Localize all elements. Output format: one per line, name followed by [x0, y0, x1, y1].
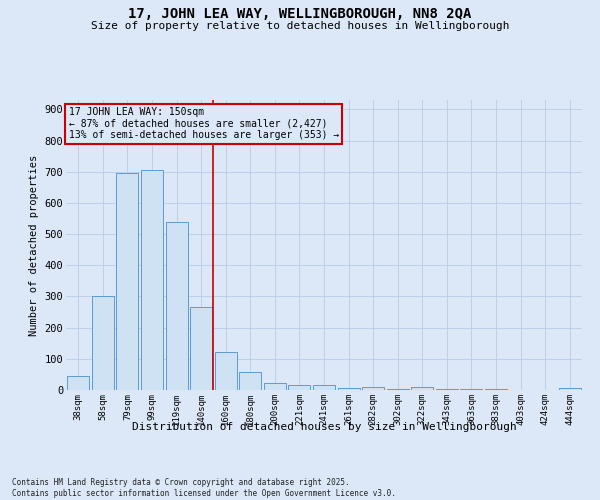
Bar: [190, 308, 212, 390]
Text: Size of property relative to detached houses in Wellingborough: Size of property relative to detached ho…: [91, 21, 509, 31]
Bar: [264, 383, 286, 390]
Bar: [386, 389, 409, 390]
Text: 17 JOHN LEA WAY: 150sqm
← 87% of detached houses are smaller (2,427)
13% of semi: 17 JOHN LEA WAY: 150sqm ← 87% of detache…: [68, 108, 339, 140]
Bar: [362, 387, 384, 390]
Y-axis label: Number of detached properties: Number of detached properties: [29, 154, 39, 336]
Bar: [92, 296, 114, 390]
Bar: [559, 388, 581, 390]
Text: Distribution of detached houses by size in Wellingborough: Distribution of detached houses by size …: [131, 422, 517, 432]
Text: 17, JOHN LEA WAY, WELLINGBOROUGH, NN8 2QA: 17, JOHN LEA WAY, WELLINGBOROUGH, NN8 2Q…: [128, 8, 472, 22]
Bar: [313, 384, 335, 390]
Bar: [141, 170, 163, 390]
Bar: [289, 386, 310, 390]
Bar: [116, 174, 139, 390]
Text: Contains HM Land Registry data © Crown copyright and database right 2025.
Contai: Contains HM Land Registry data © Crown c…: [12, 478, 396, 498]
Bar: [338, 388, 359, 390]
Bar: [67, 376, 89, 390]
Bar: [460, 389, 482, 390]
Bar: [436, 389, 458, 390]
Bar: [411, 387, 433, 390]
Bar: [239, 372, 262, 390]
Bar: [166, 222, 188, 390]
Bar: [215, 352, 237, 390]
